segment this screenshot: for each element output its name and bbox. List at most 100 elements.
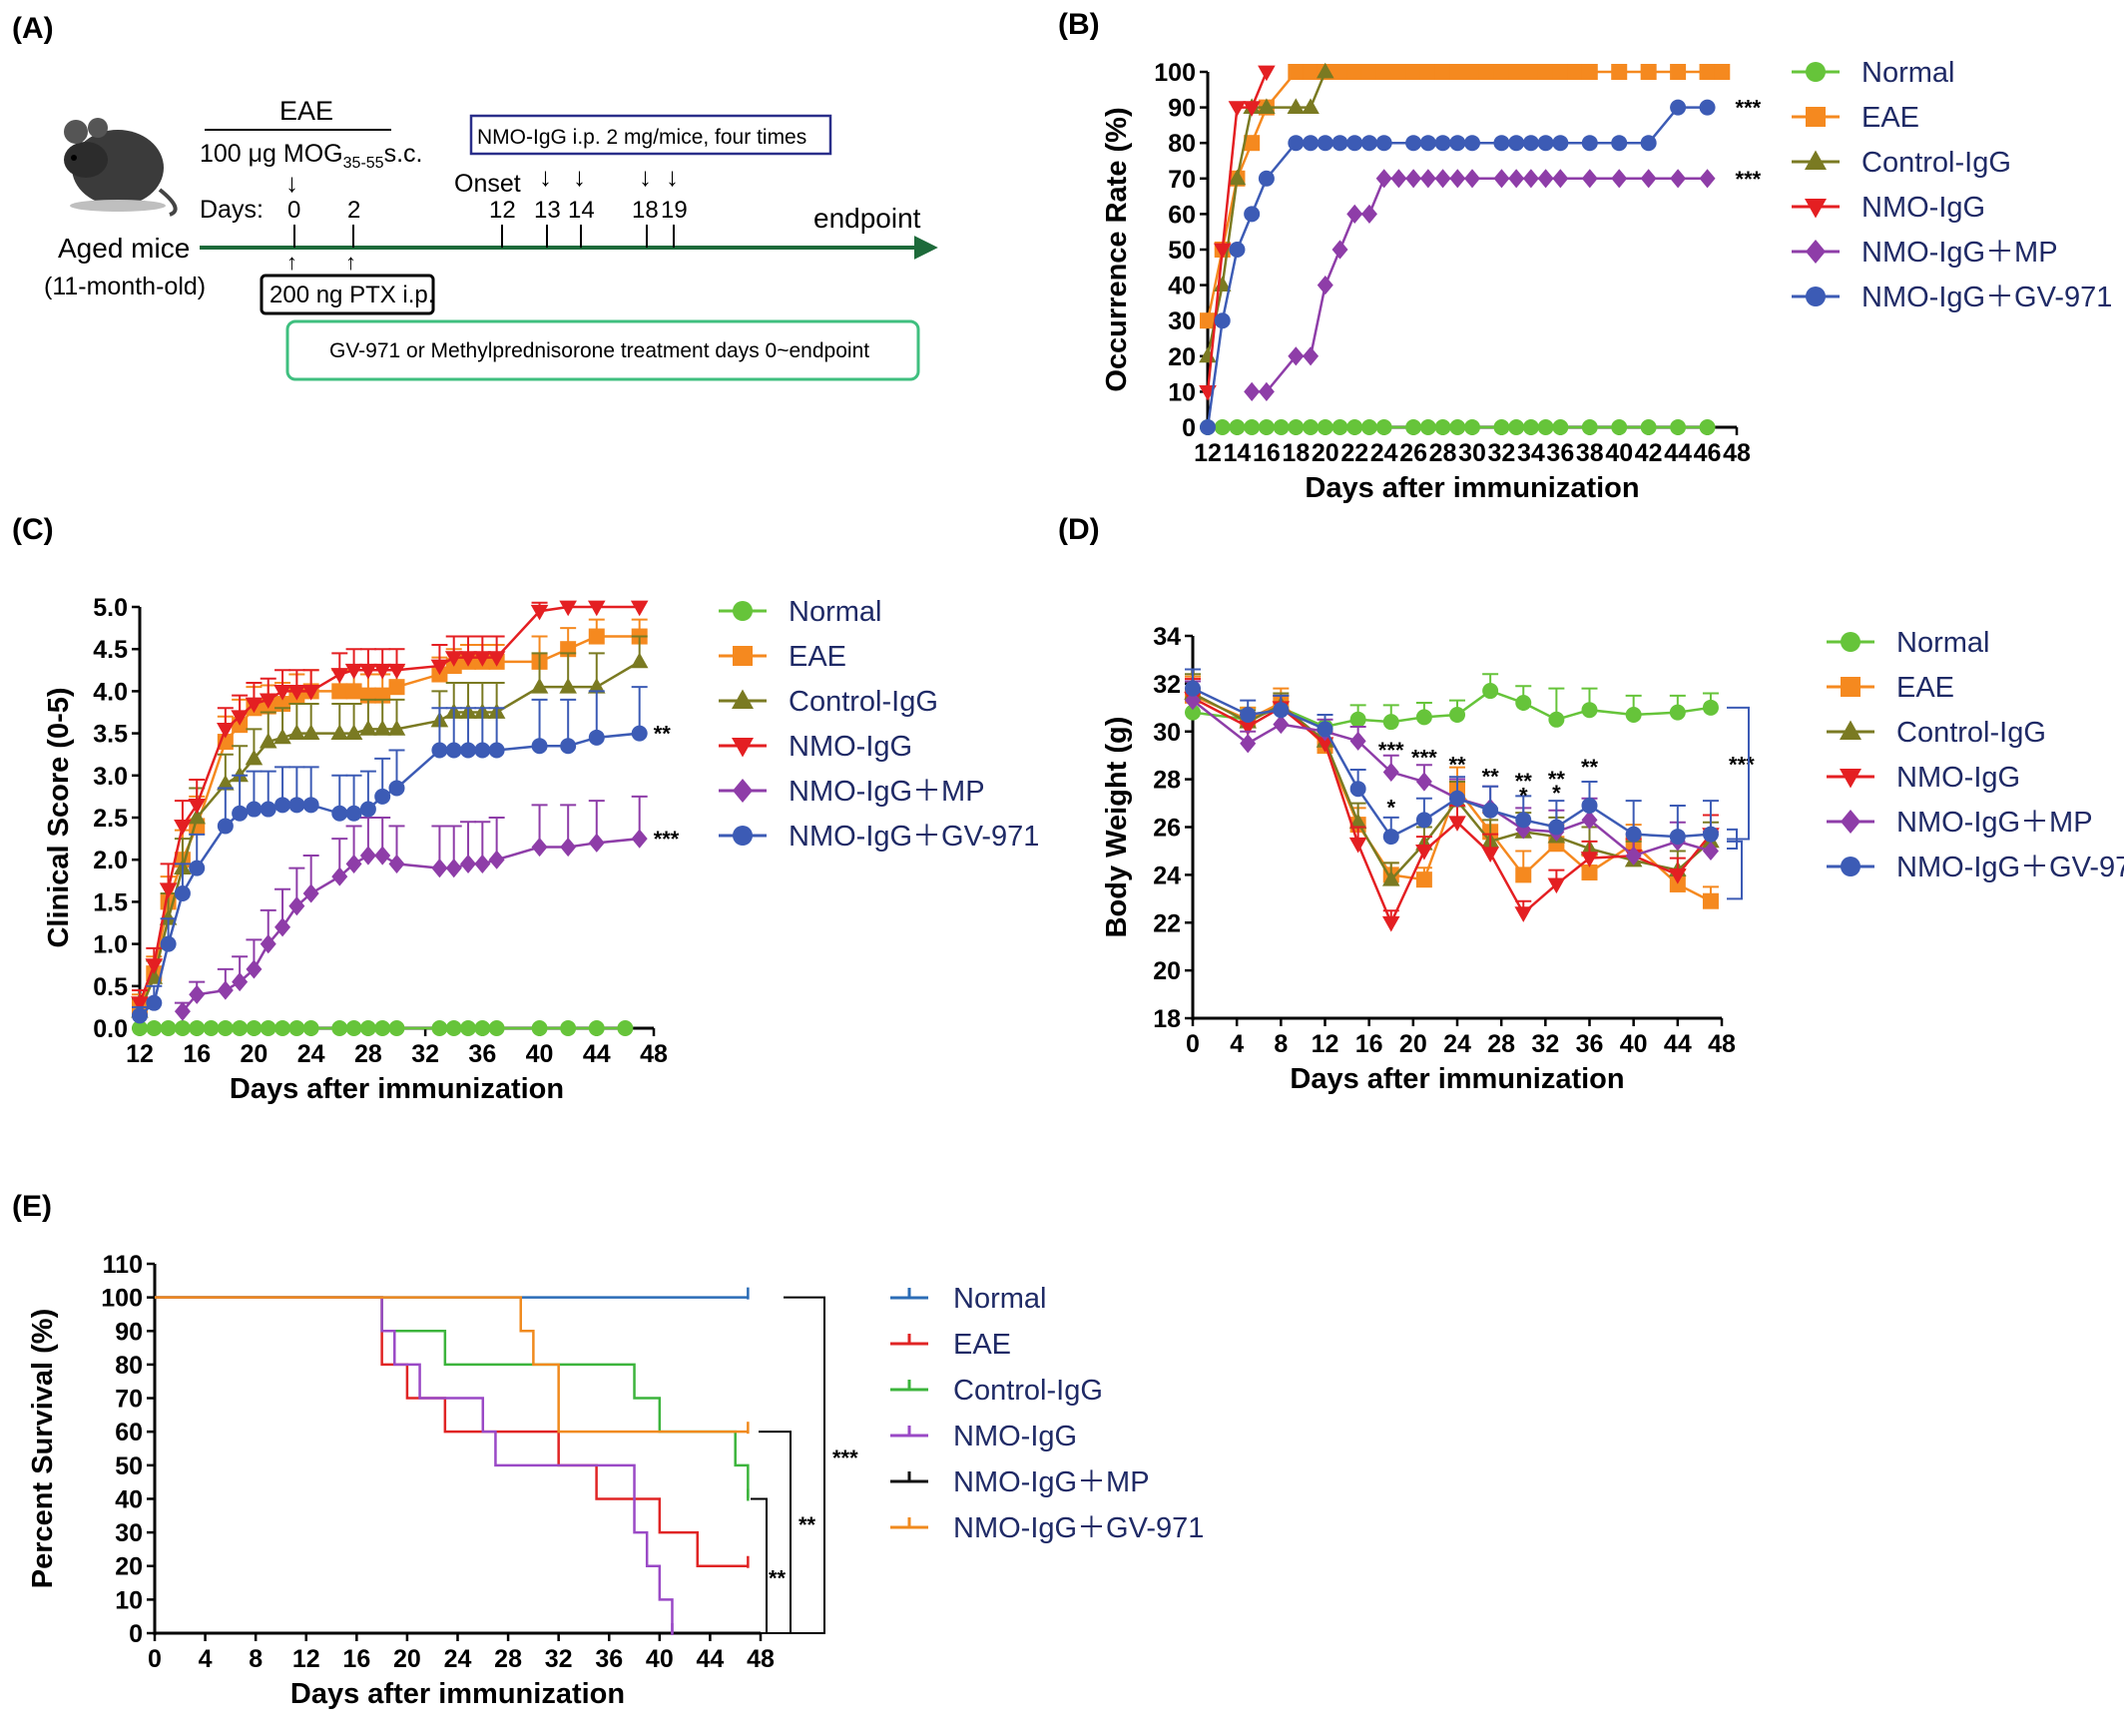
data-point (1390, 64, 1407, 80)
data-point (1316, 62, 1334, 79)
data-point (1239, 720, 1258, 737)
data-point (388, 1020, 405, 1036)
x-tick-label: 36 (468, 1040, 496, 1068)
x-tick-label: 24 (444, 1645, 472, 1673)
data-point (1482, 802, 1499, 819)
y-axis-label: Percent Survival (%) (27, 1309, 59, 1588)
legend-marker (1806, 240, 1826, 264)
legend-marker (1841, 632, 1860, 652)
data-point (560, 1020, 577, 1036)
x-tick-label: 16 (1355, 1030, 1383, 1058)
data-point (1581, 797, 1598, 814)
ptx-text: 200 ng PTX i.p. (269, 282, 434, 308)
series-eae (1200, 64, 1731, 329)
data-point (1213, 243, 1232, 260)
data-point (445, 1020, 462, 1036)
data-point (245, 697, 264, 714)
data-point (146, 994, 163, 1011)
legend-marker (733, 826, 753, 846)
data-point (1449, 419, 1466, 435)
data-point (1508, 169, 1525, 189)
data-point (1185, 704, 1201, 721)
day-0-label: 0 (287, 197, 300, 224)
data-point (246, 959, 263, 979)
data-point (345, 683, 362, 700)
data-point (1449, 169, 1466, 189)
data-point (1482, 683, 1499, 700)
y-tick-label: 20 (115, 1553, 143, 1581)
data-point (1382, 714, 1399, 731)
data-point (1449, 64, 1466, 80)
mog-text: 100 μg MOG35-55s.c. (200, 140, 422, 172)
x-tick-label: 26 (1399, 439, 1427, 467)
data-point (160, 1020, 177, 1036)
data-point (1552, 135, 1569, 152)
data-point (1390, 169, 1407, 189)
series-line (1206, 71, 1269, 392)
significance-label: *** (1411, 745, 1437, 770)
data-point (1375, 169, 1392, 189)
y-axis-label: Body Weight (g) (1101, 717, 1133, 938)
data-point (1273, 714, 1290, 735)
data-point (344, 663, 363, 680)
nmo-arrow-13: ↓ (539, 162, 552, 192)
legend-marker (732, 738, 754, 758)
data-point (231, 766, 249, 783)
data-point (1331, 419, 1348, 435)
legend-label: Normal (1861, 57, 1954, 89)
data-point (203, 1020, 220, 1036)
x-tick-label: 44 (1664, 1030, 1692, 1058)
data-point (1640, 169, 1657, 189)
legend-marker (733, 646, 753, 666)
legend-item-nmo-igg-gv-971: NMO-IgG＋GV-971 (719, 821, 1039, 853)
legend-item-control-igg: Control-IgG (719, 686, 938, 718)
data-point (1714, 64, 1731, 80)
y-tick-label: 30 (1168, 307, 1196, 335)
data-point (331, 867, 348, 886)
x-tick-label: 48 (1723, 439, 1751, 467)
legend-marker (733, 601, 753, 621)
data-point (1670, 64, 1687, 80)
legend-label: NMO-IgG＋MP (1896, 807, 2093, 839)
day-2-label: 2 (347, 197, 360, 224)
data-point (1669, 704, 1686, 721)
legend-item-nmo-igg-gv-971: NMO-IgG＋GV-971 (890, 1512, 1204, 1544)
data-point (274, 1020, 291, 1036)
data-point (146, 1020, 163, 1036)
y-tick-label: 0.5 (93, 973, 128, 1001)
x-tick-label: 32 (411, 1040, 439, 1068)
panel-c-clinical-score-chart: 12 16 20 24 28 32 36 40 44 48 0.0 0.5 1.0 1.5 2.0 2.5 3.… (43, 594, 1039, 1105)
data-point (1670, 99, 1687, 116)
data-point (630, 652, 649, 669)
legend-item-nmo-igg-mp: NMO-IgG＋MP (1792, 237, 2058, 269)
data-point (231, 710, 249, 726)
data-point (388, 780, 405, 797)
data-point (1381, 869, 1400, 886)
data-point (488, 850, 505, 869)
data-point (1640, 135, 1657, 152)
significance-label: * (1386, 796, 1395, 821)
nmo-arrow-18: ↓ (639, 162, 652, 192)
y-tick-label: 34 (1153, 623, 1181, 651)
data-point (1228, 101, 1247, 117)
x-tick-label: 12 (1194, 439, 1222, 467)
data-point (1481, 847, 1499, 864)
data-point (387, 663, 406, 680)
y-tick-label: 3.0 (93, 763, 128, 791)
data-point (1303, 64, 1320, 80)
legend-marker (732, 689, 754, 709)
x-tick-label: 48 (1708, 1030, 1736, 1058)
data-point (1537, 64, 1554, 80)
legend-marker (1840, 720, 1861, 740)
data-point (1415, 845, 1433, 861)
y-tick-label: 100 (1154, 59, 1196, 87)
data-point (1669, 829, 1686, 846)
data-point (1611, 419, 1628, 435)
data-point (189, 860, 206, 876)
legend-item-nmo-igg-gv-971: NMO-IgG＋GV-971 (1792, 282, 2112, 313)
data-point (1360, 419, 1377, 435)
x-tick-label: 20 (1399, 1030, 1427, 1058)
data-point (373, 720, 391, 736)
legend-label: NMO-IgG＋MP (789, 776, 985, 808)
nmo-igg-text: NMO-IgG i.p. 2 mg/mice, four times (477, 126, 806, 149)
